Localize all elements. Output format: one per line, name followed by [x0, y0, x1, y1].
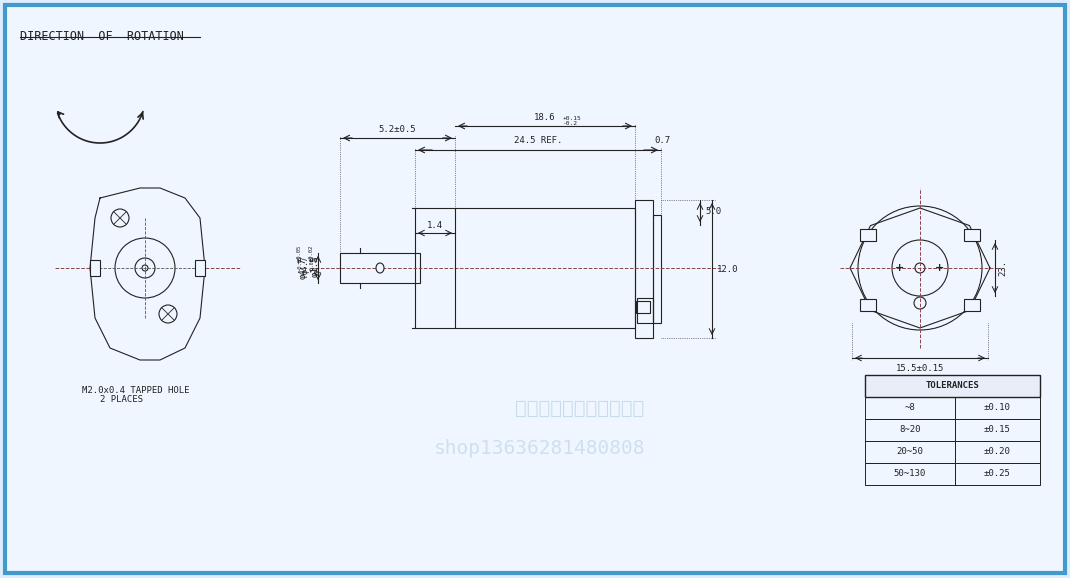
- FancyBboxPatch shape: [5, 5, 1065, 573]
- Bar: [956, 441, 1040, 463]
- Text: +0.05: +0.05: [297, 244, 302, 261]
- Text: +0.02: +0.02: [309, 244, 314, 261]
- Bar: [956, 463, 1040, 485]
- Bar: [956, 397, 1040, 419]
- Text: 50~130: 50~130: [893, 469, 927, 479]
- Bar: [415, 208, 635, 328]
- Text: 15.5±0.15: 15.5±0.15: [896, 364, 944, 373]
- Text: 深圳市品成电机有限公司: 深圳市品成电机有限公司: [516, 398, 644, 417]
- Bar: [865, 441, 956, 463]
- Bar: [956, 419, 1040, 441]
- Bar: [865, 463, 956, 485]
- Text: 12.0: 12.0: [717, 265, 738, 273]
- Bar: [637, 298, 653, 323]
- Text: -0.05: -0.05: [297, 255, 302, 271]
- Bar: [340, 253, 421, 283]
- Bar: [635, 200, 653, 338]
- Bar: [964, 299, 980, 311]
- Text: TOLERANCES: TOLERANCES: [926, 381, 979, 391]
- Bar: [860, 299, 876, 311]
- Text: 1.4: 1.4: [427, 221, 443, 230]
- Bar: [195, 260, 205, 276]
- Text: 23.: 23.: [998, 260, 1007, 276]
- Bar: [964, 229, 980, 241]
- Text: 5.0: 5.0: [705, 208, 721, 217]
- Text: 18.6: 18.6: [534, 113, 555, 122]
- Text: 2 PLACES: 2 PLACES: [100, 395, 143, 404]
- Text: +: +: [896, 263, 904, 273]
- Bar: [865, 397, 956, 419]
- Text: φ4.7: φ4.7: [301, 255, 310, 274]
- Text: φ4.7: φ4.7: [299, 257, 308, 279]
- Text: +: +: [935, 263, 945, 273]
- Bar: [865, 419, 956, 441]
- Bar: [90, 260, 100, 276]
- Text: M2.0x0.4 TAPPED HOLE: M2.0x0.4 TAPPED HOLE: [82, 386, 189, 395]
- Bar: [865, 375, 1040, 397]
- Bar: [653, 215, 661, 323]
- Text: φ1.5: φ1.5: [314, 255, 322, 274]
- Text: 5.2±0.5: 5.2±0.5: [379, 125, 416, 134]
- Text: DIRECTION  OF  ROTATION: DIRECTION OF ROTATION: [20, 30, 184, 43]
- Text: ±0.25: ±0.25: [984, 469, 1011, 479]
- Text: ±0.10: ±0.10: [984, 403, 1011, 413]
- Text: ±0.15: ±0.15: [984, 425, 1011, 435]
- Text: 8~20: 8~20: [899, 425, 921, 435]
- Text: -0.2: -0.2: [563, 121, 578, 126]
- Text: ±0.20: ±0.20: [984, 447, 1011, 457]
- Text: shop13636281480808: shop13636281480808: [434, 439, 646, 458]
- Bar: [860, 229, 876, 241]
- Text: +0.15: +0.15: [563, 116, 582, 121]
- Text: 20~50: 20~50: [897, 447, 923, 457]
- Text: ~8: ~8: [904, 403, 915, 413]
- Bar: [636, 301, 649, 313]
- Text: 0.7: 0.7: [654, 136, 670, 145]
- Text: -0.002: -0.002: [309, 255, 314, 272]
- Text: φ1.5: φ1.5: [311, 255, 320, 277]
- Text: 24.5 REF.: 24.5 REF.: [514, 136, 562, 145]
- Ellipse shape: [376, 263, 384, 273]
